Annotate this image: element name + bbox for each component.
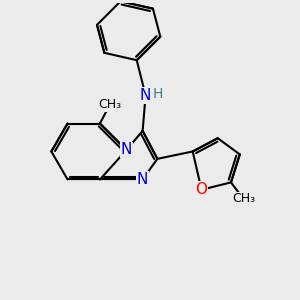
Text: H: H bbox=[153, 87, 163, 101]
Text: N: N bbox=[137, 172, 148, 187]
Text: N: N bbox=[121, 142, 132, 158]
Text: N: N bbox=[140, 88, 151, 103]
Text: CH₃: CH₃ bbox=[232, 192, 255, 205]
Text: O: O bbox=[196, 182, 208, 197]
Text: CH₃: CH₃ bbox=[98, 98, 121, 111]
